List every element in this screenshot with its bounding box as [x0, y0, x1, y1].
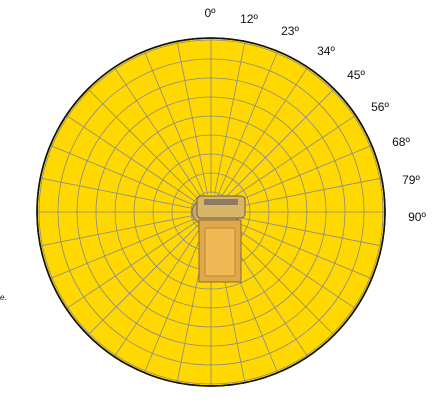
grid-spoke: [87, 88, 199, 200]
grid-spoke: [40, 177, 194, 209]
grid-spoke: [228, 215, 382, 247]
side-note: e.: [0, 293, 7, 302]
truck-window: [204, 199, 238, 205]
truck-bed-inner: [204, 227, 236, 277]
angle-label: 45º: [347, 68, 365, 82]
visibility-outline: [36, 37, 386, 387]
grid-spoke: [225, 221, 356, 310]
grid-spoke: [223, 88, 335, 200]
angle-label: 34º: [317, 44, 335, 58]
grid-spoke: [220, 67, 309, 198]
grid-spoke: [225, 114, 356, 203]
angle-label: 56º: [371, 100, 389, 114]
angle-label: 0º: [204, 6, 216, 20]
grid-spoke: [87, 224, 199, 336]
grid-spoke: [66, 221, 197, 310]
angle-label: 79º: [402, 173, 420, 187]
grid-spoke: [227, 218, 372, 279]
grid-spoke: [144, 51, 205, 196]
grid-spoke: [227, 145, 372, 206]
grid-spoke: [217, 51, 278, 196]
angle-label: 23º: [281, 24, 299, 38]
grid-spoke: [113, 67, 202, 198]
angle-label: 12º: [240, 12, 258, 26]
grid-spoke: [176, 41, 208, 195]
grid-spoke: [228, 177, 382, 209]
grid-spoke: [40, 215, 194, 247]
angle-label: 90º: [408, 210, 426, 224]
grid-spoke: [144, 228, 205, 373]
truck: [191, 195, 246, 283]
grid-spoke: [50, 218, 195, 279]
angle-label: 68º: [392, 135, 410, 149]
grid-spoke: [50, 145, 195, 206]
grid-spoke: [214, 41, 246, 195]
grid-spoke: [113, 226, 202, 357]
grid-spoke: [223, 224, 335, 336]
grid-spoke: [66, 114, 197, 203]
